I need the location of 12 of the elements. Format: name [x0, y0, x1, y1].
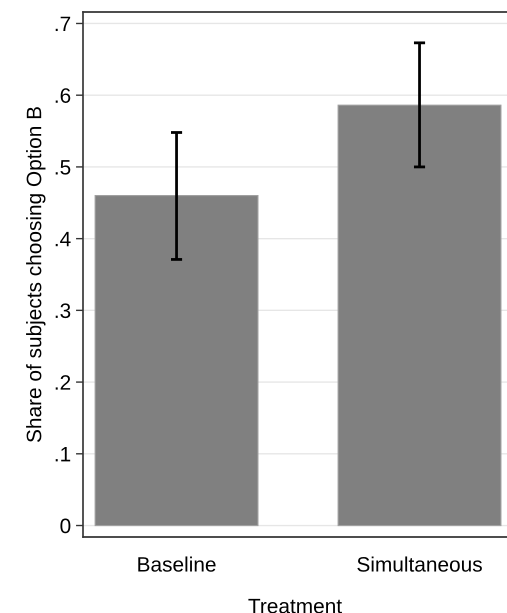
- y-tick-label: .4: [56, 232, 71, 246]
- y-axis-title: Share of subjects choosing Option B: [26, 107, 46, 442]
- y-tick-label: .7: [56, 16, 70, 32]
- x-tick-label: Simultaneous: [357, 556, 482, 572]
- y-tick-label: .2: [56, 375, 70, 390]
- y-tick-label: .3: [56, 303, 70, 318]
- x-axis-title: Treatment: [248, 598, 342, 613]
- y-tick-label: .1: [56, 447, 70, 462]
- x-tick-label: Baseline: [138, 556, 216, 572]
- y-tick-label: .5: [56, 160, 70, 175]
- y-tick-label: .6: [56, 88, 70, 103]
- y-tick-label: 0: [60, 518, 70, 534]
